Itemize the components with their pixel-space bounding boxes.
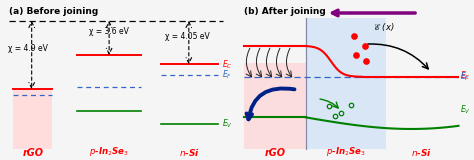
Text: $n$-Si: $n$-Si — [411, 147, 433, 158]
FancyBboxPatch shape — [306, 18, 385, 149]
Text: rGO: rGO — [264, 148, 286, 158]
Text: χ = 3.6 eV: χ = 3.6 eV — [89, 27, 128, 36]
Text: $E_C$: $E_C$ — [460, 69, 470, 82]
Text: (a) Before joining: (a) Before joining — [9, 7, 98, 16]
Text: $E_F$: $E_F$ — [222, 68, 232, 81]
Text: $E_F$: $E_F$ — [460, 71, 470, 83]
Text: (b) After joining: (b) After joining — [245, 7, 326, 16]
Text: $n$-Si: $n$-Si — [180, 147, 201, 158]
Text: $E_V$: $E_V$ — [222, 117, 233, 130]
FancyBboxPatch shape — [13, 89, 52, 149]
FancyBboxPatch shape — [245, 63, 306, 149]
Text: $E_V$: $E_V$ — [460, 103, 470, 116]
Text: $p$-In$_2$Se$_3$: $p$-In$_2$Se$_3$ — [89, 145, 129, 158]
Text: $E_C$: $E_C$ — [222, 58, 232, 71]
Text: $\mathscr{E}$ (x): $\mathscr{E}$ (x) — [373, 21, 394, 33]
Text: $p$-In$_2$Se$_3$: $p$-In$_2$Se$_3$ — [326, 145, 366, 158]
Text: χ = 4.05 eV: χ = 4.05 eV — [165, 32, 210, 41]
Text: rGO: rGO — [22, 148, 43, 158]
Text: χ = 4.9 eV: χ = 4.9 eV — [8, 44, 48, 53]
